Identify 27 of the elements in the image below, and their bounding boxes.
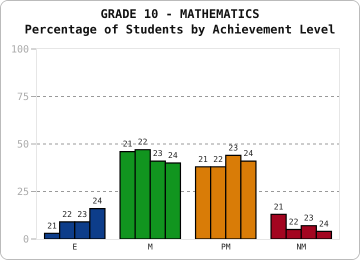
x-tick-label: NM [296, 242, 306, 252]
text: 23 [152, 149, 163, 158]
text: 22 [213, 154, 223, 164]
chart-title: GRADE 10 - MATHEMATICS [100, 6, 260, 21]
series-label: 21 [47, 221, 58, 230]
y-tick-label: 0 [22, 234, 29, 246]
text: 23 [304, 214, 314, 223]
text: 22 [138, 138, 148, 147]
series-label: 24 [92, 196, 102, 206]
text: 22 [288, 218, 298, 226]
text: 21 [274, 202, 284, 212]
x-tick-label: PM [220, 242, 231, 252]
text: 24 [243, 149, 254, 158]
text: 21 [122, 140, 132, 149]
chart-subtitle: Percentage of Students by Achievement Level [24, 22, 336, 36]
y-tick-label: 50 [16, 140, 29, 150]
text: 24 [318, 219, 329, 228]
series-label: 23 [77, 210, 88, 219]
y-tick-label: 100 [10, 44, 29, 56]
y-tick-label: 75 [16, 92, 29, 103]
text: 23 [228, 143, 238, 152]
text: 21 [198, 154, 208, 164]
x-tick-label: E [72, 242, 78, 252]
text: 24 [168, 151, 178, 160]
y-tick-label: 25 [16, 187, 29, 198]
x-tick-label: M [148, 242, 153, 252]
series-label: 22 [62, 210, 72, 219]
